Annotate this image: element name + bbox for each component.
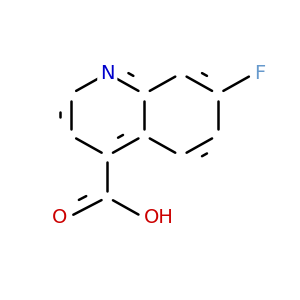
Text: N: N (99, 64, 116, 83)
Text: OH: OH (144, 208, 177, 227)
Text: O: O (51, 208, 68, 227)
Text: O: O (52, 208, 68, 227)
Text: F: F (254, 64, 266, 83)
Text: F: F (254, 64, 268, 83)
Text: N: N (100, 64, 115, 83)
Text: OH: OH (144, 208, 174, 227)
